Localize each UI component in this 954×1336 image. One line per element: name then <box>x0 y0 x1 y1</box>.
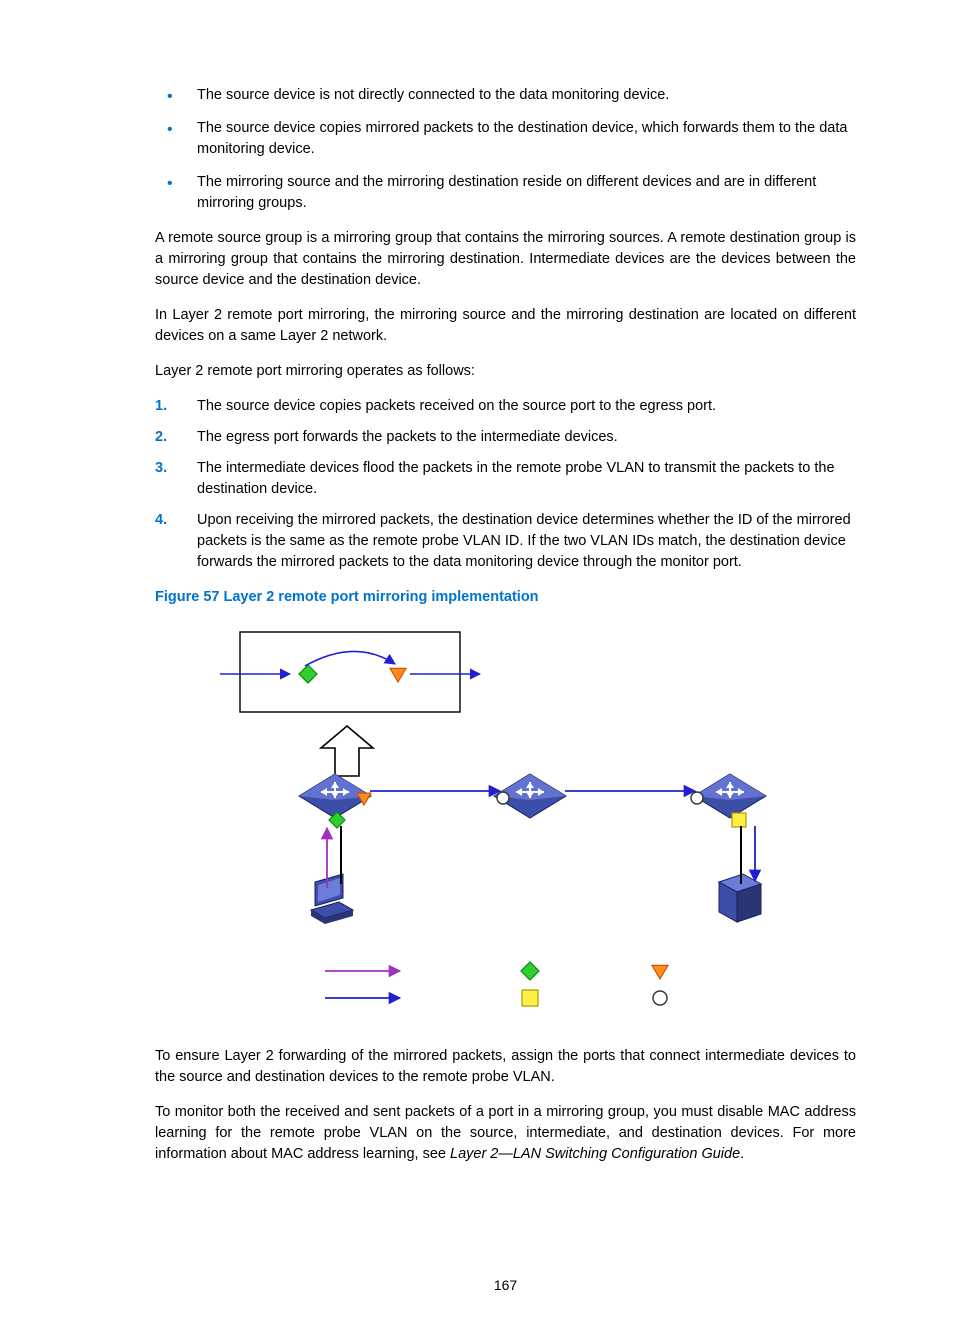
step-text: The source device copies packets receive… <box>197 398 716 414</box>
paragraph: In Layer 2 remote port mirroring, the mi… <box>155 305 856 347</box>
bullet-item: The source device is not directly connec… <box>155 85 856 106</box>
paragraph: To monitor both the received and sent pa… <box>155 1102 856 1165</box>
step-item: Upon receiving the mirrored packets, the… <box>155 510 856 573</box>
paragraph: To ensure Layer 2 forwarding of the mirr… <box>155 1046 856 1088</box>
numbered-list: The source device copies packets receive… <box>155 396 856 573</box>
paragraph: A remote source group is a mirroring gro… <box>155 228 856 291</box>
bullet-list: The source device is not directly connec… <box>155 85 856 214</box>
step-text: The egress port forwards the packets to … <box>197 429 618 445</box>
step-item: The intermediate devices flood the packe… <box>155 458 856 500</box>
text-italic: Layer 2—LAN Switching Configuration Guid… <box>450 1146 740 1162</box>
paragraph: Layer 2 remote port mirroring operates a… <box>155 361 856 382</box>
step-item: The source device copies packets receive… <box>155 396 856 417</box>
step-item: The egress port forwards the packets to … <box>155 427 856 448</box>
step-text: Upon receiving the mirrored packets, the… <box>197 512 851 570</box>
bullet-text: The source device copies mirrored packet… <box>197 120 847 157</box>
figure-diagram <box>185 626 856 1028</box>
bullet-item: The mirroring source and the mirroring d… <box>155 172 856 214</box>
step-text: The intermediate devices flood the packe… <box>197 460 835 497</box>
text-run: . <box>740 1146 744 1162</box>
figure-title: Figure 57 Layer 2 remote port mirroring … <box>155 587 856 608</box>
bullet-item: The source device copies mirrored packet… <box>155 118 856 160</box>
bullet-text: The source device is not directly connec… <box>197 87 669 103</box>
bullet-text: The mirroring source and the mirroring d… <box>197 174 816 211</box>
page-number: 167 <box>155 1275 856 1295</box>
